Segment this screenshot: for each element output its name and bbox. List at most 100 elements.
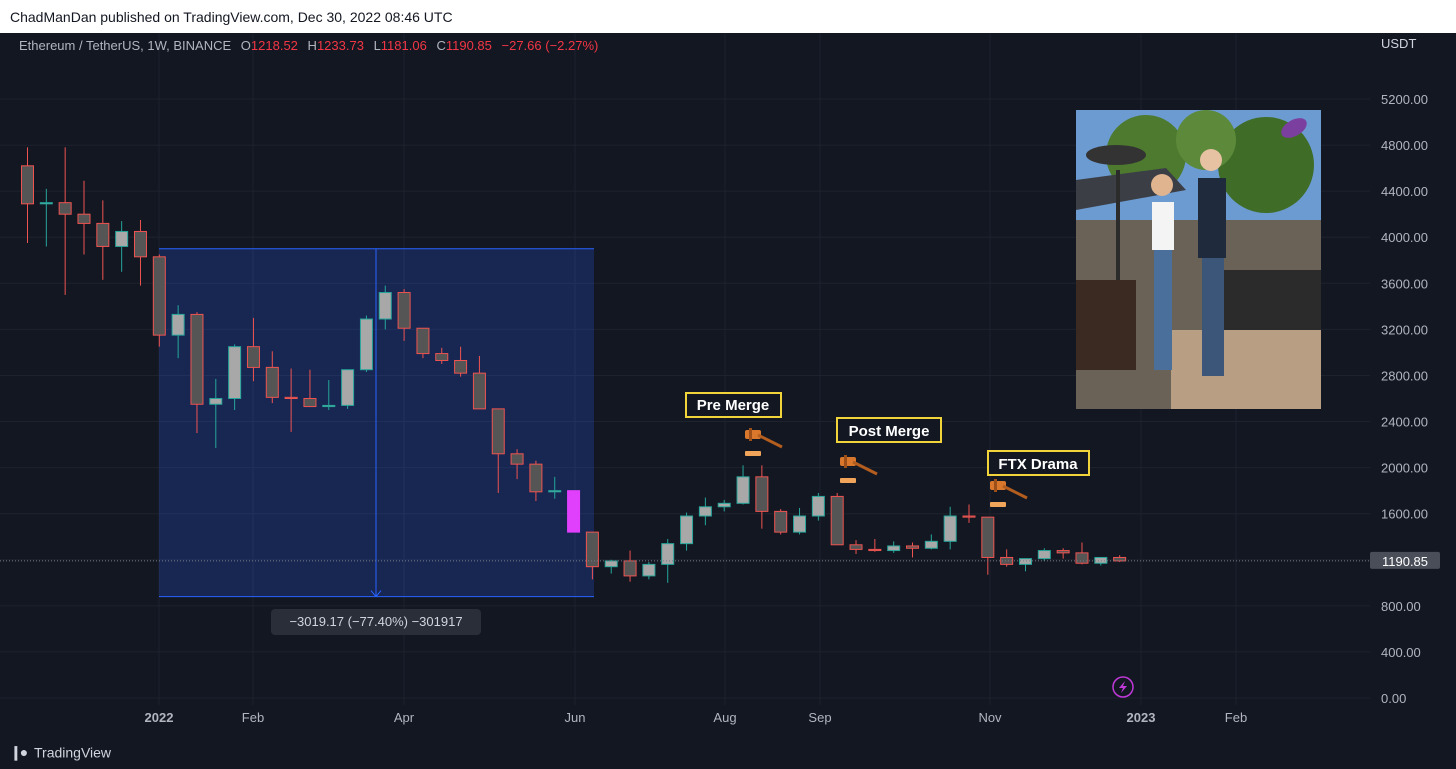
candle[interactable] [736, 465, 750, 505]
candle-body [96, 222, 110, 247]
candle[interactable] [378, 285, 392, 330]
candle[interactable] [906, 542, 920, 558]
y-tick-label: 2800.00 [1381, 368, 1428, 383]
candle-body [21, 165, 34, 205]
candle[interactable] [228, 344, 242, 411]
annotation-pre-merge-label: Pre Merge [697, 397, 770, 414]
candle-body [981, 516, 995, 558]
candle[interactable] [548, 476, 562, 499]
candle[interactable] [811, 492, 825, 521]
candle-body [868, 548, 882, 552]
candle[interactable] [341, 369, 355, 409]
measure-tool[interactable] [159, 248, 594, 598]
candle[interactable] [510, 449, 524, 480]
candle[interactable] [435, 347, 449, 364]
candle[interactable] [303, 369, 317, 408]
candle[interactable] [246, 317, 260, 382]
overlay-photo [1076, 110, 1321, 409]
candle[interactable] [115, 221, 129, 272]
candle[interactable] [322, 380, 336, 411]
candle[interactable] [1075, 542, 1089, 565]
candle[interactable] [1056, 548, 1070, 559]
candle[interactable] [887, 541, 901, 553]
candle[interactable] [717, 499, 731, 512]
candle[interactable] [284, 368, 298, 432]
candle-body [604, 560, 618, 568]
candle-body [416, 327, 430, 355]
candle[interactable] [39, 188, 53, 247]
candle[interactable] [868, 539, 882, 552]
tradingview-logo[interactable]: ❙● TradingView [10, 743, 111, 761]
measure-arrow-head [370, 590, 382, 598]
candle-body [548, 490, 562, 493]
candle[interactable] [962, 504, 976, 523]
candle[interactable] [171, 305, 185, 359]
candle[interactable] [265, 351, 279, 404]
candle[interactable] [924, 534, 938, 550]
candle[interactable] [472, 355, 486, 410]
candle[interactable] [416, 327, 430, 359]
low-value: 1181.06 [380, 38, 427, 53]
candle[interactable] [1000, 549, 1014, 567]
candle[interactable] [1018, 558, 1032, 572]
candle-body [435, 353, 449, 361]
candle[interactable] [209, 378, 223, 449]
candle-body [378, 292, 392, 320]
candle[interactable] [58, 147, 72, 295]
candle[interactable] [133, 219, 147, 286]
candle[interactable] [943, 506, 957, 550]
y-tick-label: 2000.00 [1381, 461, 1428, 476]
candle-body [58, 202, 72, 215]
symbol-info[interactable]: Ethereum / TetherUS, 1W, BINANCE O1218.5… [19, 38, 598, 53]
candle[interactable] [454, 346, 468, 377]
y-tick-label: 4800.00 [1381, 138, 1428, 153]
candle-body [1037, 550, 1051, 560]
candle-body [793, 515, 807, 533]
currency-label: USDT [1381, 36, 1416, 51]
candle[interactable] [397, 289, 411, 341]
candle[interactable] [981, 516, 995, 575]
candle[interactable] [774, 509, 788, 535]
candle-body [190, 313, 204, 405]
annotation-ftx-drama[interactable]: FTX Drama [987, 450, 1090, 476]
candlestick-chart[interactable]: 5200.00 4800.00 4400.00 4000.00 3600.00 3200.… [0, 33, 1456, 738]
candle[interactable] [585, 531, 599, 580]
x-tick-label: 2023 [1127, 710, 1156, 725]
candle[interactable] [152, 254, 166, 347]
candle[interactable] [680, 512, 694, 551]
candle[interactable] [1037, 548, 1051, 561]
candle[interactable] [491, 408, 505, 493]
candle[interactable] [77, 180, 91, 255]
candle[interactable] [623, 550, 637, 582]
candle[interactable] [642, 562, 656, 580]
candle[interactable] [190, 312, 204, 434]
gavel-icon [840, 455, 878, 483]
annotation-post-merge[interactable]: Post Merge [836, 417, 942, 443]
y-tick-label: 4400.00 [1381, 184, 1428, 199]
annotation-pre-merge[interactable]: Pre Merge [685, 392, 782, 418]
published-by: ChadManDan published on TradingView.com,… [10, 9, 453, 25]
candle[interactable] [793, 507, 807, 535]
candle[interactable] [529, 460, 543, 502]
close-value: 1190.85 [445, 38, 492, 53]
candle[interactable] [21, 147, 34, 243]
lightning-icon[interactable] [1112, 676, 1134, 698]
open-value: 1218.52 [250, 38, 298, 53]
candle[interactable] [1094, 556, 1108, 566]
candle[interactable] [604, 559, 618, 574]
candle-body [755, 476, 769, 512]
candle[interactable] [830, 492, 844, 546]
candle[interactable] [661, 539, 675, 583]
candle-series[interactable] [21, 147, 1127, 583]
x-tick-label: Sep [808, 710, 831, 725]
price-scale[interactable] [1370, 33, 1456, 708]
candle[interactable] [849, 540, 863, 555]
candle[interactable] [755, 465, 769, 529]
candle[interactable] [359, 315, 373, 373]
close-label: C [436, 38, 446, 53]
candle[interactable] [567, 490, 581, 533]
candle-body [152, 256, 166, 336]
candle[interactable] [698, 497, 712, 526]
y-tick-label: 2400.00 [1381, 415, 1428, 430]
candle[interactable] [96, 200, 110, 280]
